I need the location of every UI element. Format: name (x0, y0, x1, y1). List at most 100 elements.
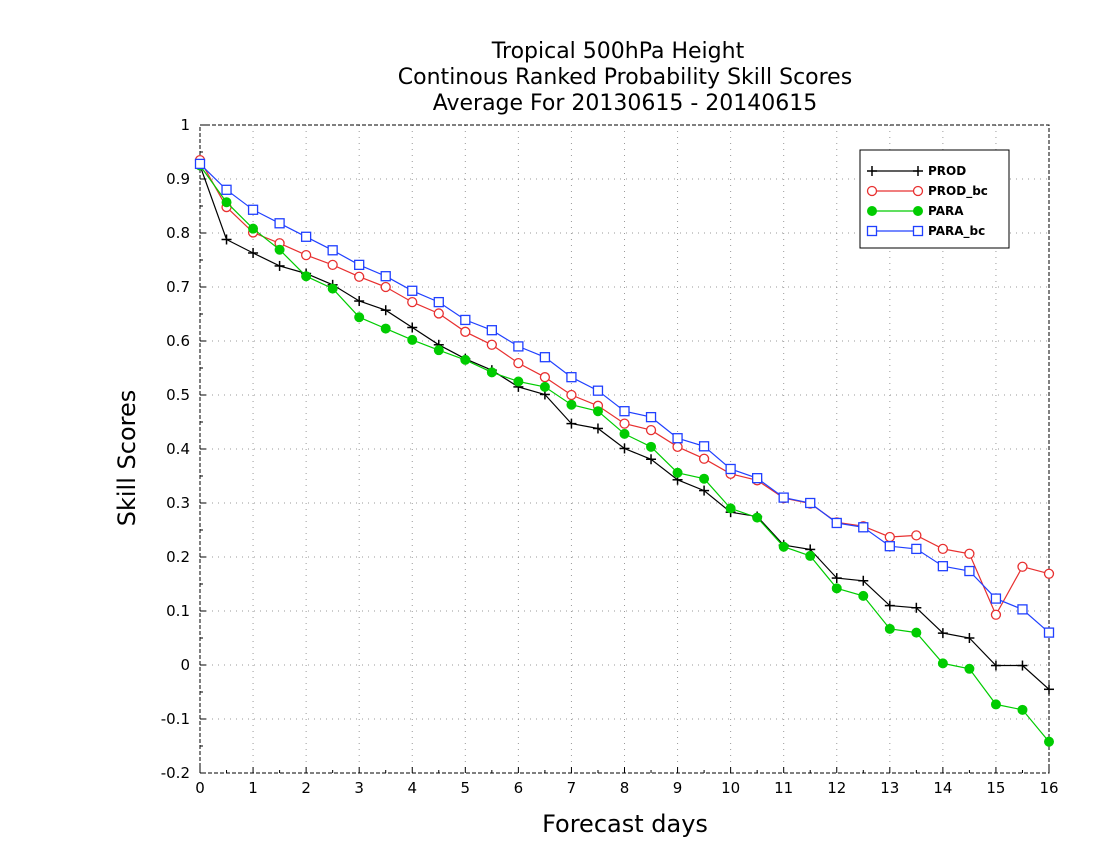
legend-item-prod-bc: PROD_bc (866, 184, 988, 199)
data-point-para-bc (725, 463, 736, 475)
data-point-prod (911, 602, 922, 613)
series-para (195, 160, 1054, 747)
y-tick-label: -0.1 (161, 710, 190, 728)
y-tick-label: 1 (180, 116, 190, 134)
y-tick-label: 0.6 (166, 332, 190, 350)
data-point-para-bc (194, 158, 206, 170)
data-point-prod (566, 418, 577, 429)
x-tick-label: 9 (673, 779, 683, 797)
data-point-para (964, 663, 975, 674)
legend-items: PROD PROD_bc PARA PARA_bc (866, 164, 988, 239)
data-point-para (592, 406, 603, 417)
data-point-para-bc (937, 561, 949, 572)
data-point-para (937, 658, 948, 669)
data-point-para-bc (221, 184, 232, 195)
data-point-para (725, 503, 736, 514)
data-point-para (752, 512, 763, 523)
data-point-prod (407, 322, 418, 333)
data-point-para (778, 541, 789, 552)
y-tick-label: 0.2 (166, 548, 190, 566)
data-point-para (433, 345, 444, 356)
data-point-prod-bc (486, 339, 497, 350)
data-point-para (248, 223, 259, 234)
y-tick-label: -0.2 (161, 764, 190, 782)
x-tick-label: 6 (514, 779, 524, 797)
data-point-para (513, 376, 524, 387)
chart-title-line-1: Tropical 500hPa Height (491, 39, 745, 64)
legend-marker (867, 206, 877, 216)
legend-label: PARA_bc (928, 224, 985, 239)
axis-ticks: 0 1 2 3 4 5 6 7 8 9 10 11 12 13 14 15 1610.90.80.70.60.5… (161, 116, 1059, 797)
data-point-para-bc (752, 473, 763, 484)
data-point-prod (592, 423, 603, 434)
y-tick-label: 0.8 (166, 224, 190, 242)
data-point-prod-bc (354, 271, 365, 282)
data-point-para-bc (831, 517, 842, 529)
x-tick-label: 1 (248, 779, 258, 797)
data-point-para (274, 244, 285, 255)
data-point-para-bc (645, 411, 657, 423)
legend-marker (866, 185, 878, 197)
chart-title-line-2: Continous Ranked Probability Skill Score… (398, 65, 852, 90)
x-tick-label: 0 (195, 779, 205, 797)
y-tick-label: 0.4 (166, 440, 190, 458)
data-point-para (539, 381, 550, 392)
legend-label: PROD (928, 164, 966, 178)
x-tick-label: 11 (774, 779, 793, 797)
data-point-prod-bc (513, 357, 524, 369)
data-point-para-bc (513, 341, 524, 352)
legend-marker (913, 206, 923, 216)
x-tick-label: 16 (1039, 779, 1058, 797)
data-point-prod (380, 305, 391, 316)
data-point-prod (937, 628, 948, 639)
legend-box (859, 149, 1010, 249)
data-point-para-bc (619, 406, 630, 417)
data-point-prod (221, 234, 232, 245)
data-point-prod (1017, 660, 1028, 671)
legend-marker (867, 166, 877, 176)
data-point-prod (619, 443, 630, 454)
data-point-para-bc (964, 565, 975, 577)
data-point-para (486, 367, 497, 378)
data-point-para (990, 699, 1001, 710)
data-point-prod (990, 660, 1001, 671)
legend: PROD PROD_bc PARA PARA_bc (859, 149, 1010, 249)
data-point-prod (858, 575, 869, 586)
x-tick-label: 5 (461, 779, 471, 797)
data-point-prod-bc (327, 259, 338, 271)
data-point-para (354, 312, 365, 323)
y-tick-label: 0.1 (166, 602, 190, 620)
data-point-para-bc (990, 593, 1002, 604)
data-point-para-bc (460, 314, 471, 326)
data-point-para (460, 354, 471, 365)
data-point-prod (274, 260, 285, 271)
legend-item-prod: PROD (867, 164, 966, 178)
data-point-para (858, 590, 869, 601)
data-point-para (380, 323, 391, 334)
data-point-prod-bc (937, 543, 949, 555)
x-tick-label: 2 (301, 779, 311, 797)
data-point-para-bc (698, 441, 710, 452)
y-tick-label: 0.9 (166, 170, 190, 188)
data-point-para-bc (274, 218, 285, 229)
x-tick-label: 14 (933, 779, 952, 797)
legend-marker (913, 166, 923, 176)
data-point-prod-bc (911, 530, 922, 541)
data-point-prod (884, 600, 895, 611)
data-point-prod-bc (407, 296, 418, 308)
x-tick-label: 4 (407, 779, 417, 797)
legend-item-para-bc: PARA_bc (866, 224, 985, 239)
x-tick-label: 12 (827, 779, 846, 797)
data-point-para (407, 334, 418, 345)
data-point-para-bc (778, 492, 789, 503)
series-group (194, 154, 1055, 747)
data-point-prod-bc (300, 249, 312, 261)
data-point-prod-bc (619, 418, 630, 429)
data-point-para-bc (300, 231, 312, 242)
data-point-para (1044, 736, 1054, 747)
x-axis-label: Forecast days (542, 810, 708, 838)
data-point-para (646, 441, 657, 452)
data-point-prod (354, 296, 365, 307)
data-point-prod-bc (964, 548, 975, 559)
x-tick-label: 15 (986, 779, 1005, 797)
